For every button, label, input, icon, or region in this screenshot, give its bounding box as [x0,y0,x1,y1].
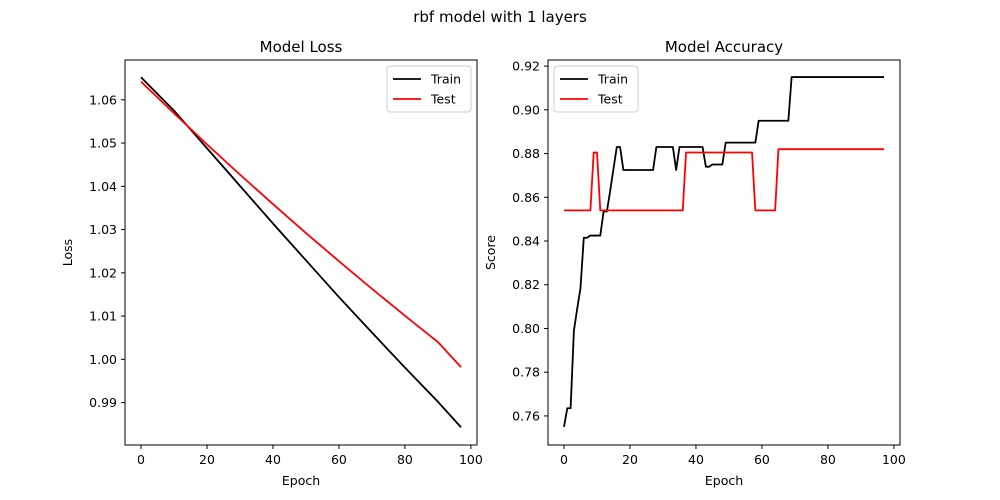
loss-chart-ytick-label: 0.99 [89,395,117,410]
accuracy-chart-xtick-label: 40 [688,452,704,467]
loss-chart-xtick-label: 40 [265,452,281,467]
loss-chart-series-test-line [140,80,462,368]
loss-chart-ytick-label: 1.02 [89,265,117,280]
loss-chart-ytick-label: 1.06 [89,92,117,107]
accuracy-chart-xtick-label: 60 [754,452,770,467]
loss-chart-ytick-label: 1.04 [89,179,117,194]
loss-chart: Model Loss Epoch Loss 0 20 40 60 80 100 0.99 1.… [60,38,483,488]
loss-chart-ylabel: Loss [60,239,75,266]
accuracy-chart-ytick-label: 0.90 [512,102,540,117]
accuracy-chart-ylabel: Score [483,235,498,270]
loss-chart-xtick-label: 60 [331,452,347,467]
loss-chart-xtick-label: 100 [459,452,483,467]
accuracy-chart-ytick-label: 0.76 [512,408,540,423]
loss-chart-xtick-label: 20 [199,452,215,467]
loss-chart-ytick-label: 1.01 [89,309,117,324]
accuracy-chart-series-train-line [563,76,884,428]
loss-chart-legend-label-train: Train [430,72,461,87]
accuracy-chart: Model Accuracy Epoch Score 0 20 40 60 80 100 0… [483,38,906,488]
figure-suptitle: rbf model with 1 layers [413,8,587,26]
accuracy-chart-ytick-label: 0.88 [512,146,540,161]
loss-chart-axes-frame [124,59,478,446]
accuracy-chart-axes-frame [547,59,901,446]
accuracy-chart-title: Model Accuracy [665,38,783,56]
accuracy-chart-legend-label-train: Train [597,72,628,87]
loss-chart-xtick-label: 80 [397,452,413,467]
accuracy-chart-ytick-label: 0.92 [512,59,540,74]
loss-chart-ytick-label: 1.03 [89,222,117,237]
loss-chart-legend-box [386,65,472,113]
loss-chart-legend-label-test: Test [430,92,456,107]
accuracy-chart-xtick-label: 0 [560,452,568,467]
loss-chart-title: Model Loss [260,38,343,56]
accuracy-chart-xlabel: Epoch [705,473,743,488]
accuracy-chart-legend-label-test: Test [597,92,623,107]
loss-chart-legend: Train Test [386,65,472,113]
accuracy-chart-legend-box [553,65,639,113]
accuracy-chart-xtick-label: 100 [882,452,906,467]
accuracy-chart-ytick-label: 0.80 [512,321,540,336]
loss-chart-ytick-label: 1.05 [89,136,117,151]
accuracy-chart-ytick-label: 0.84 [512,234,540,249]
accuracy-chart-legend: Train Test [553,65,639,113]
accuracy-chart-ytick-label: 0.82 [512,277,540,292]
accuracy-chart-series-test-line [564,148,884,212]
loss-chart-series-train-line [140,76,462,428]
loss-chart-ytick-label: 1.00 [89,352,117,367]
accuracy-chart-ytick-label: 0.78 [512,365,540,380]
accuracy-chart-xtick-label: 80 [820,452,836,467]
accuracy-chart-ytick-label: 0.86 [512,190,540,205]
loss-chart-xtick-label: 0 [137,452,145,467]
accuracy-chart-xtick-label: 20 [622,452,638,467]
loss-chart-xlabel: Epoch [282,473,320,488]
